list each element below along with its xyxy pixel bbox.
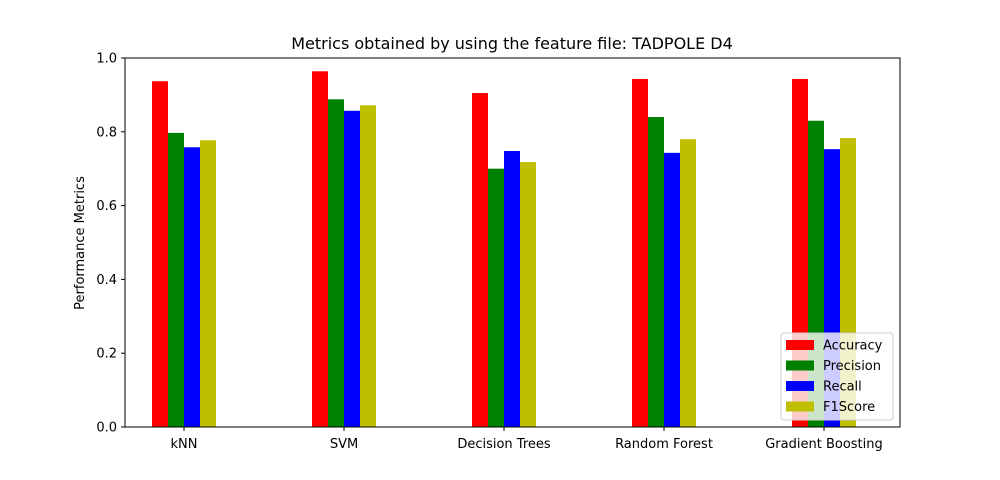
legend-swatch-accuracy	[786, 340, 814, 350]
x-tick-label: SVM	[330, 437, 358, 452]
x-tick-label: Decision Trees	[457, 437, 551, 452]
legend-label-accuracy: Accuracy	[823, 339, 883, 354]
legend: Accuracy Precision Recall F1Score	[780, 332, 894, 421]
legend-swatch-f1score	[786, 401, 814, 412]
bar-recall-svm	[344, 110, 360, 427]
bar-f1score-svm	[360, 105, 376, 428]
bar-precision-decision-trees	[488, 168, 504, 427]
y-axis-label: Performance Metrics	[73, 176, 88, 310]
legend-label-recall: Recall	[823, 380, 862, 395]
bar-precision-random-forest	[648, 117, 664, 427]
y-tick-label: 0.8	[96, 125, 117, 140]
x-tick-label: kNN	[171, 437, 198, 452]
legend-frame	[780, 332, 894, 421]
y-tick-label: 1.0	[96, 52, 117, 67]
bar-f1score-random-forest	[680, 139, 696, 427]
plot-frame	[124, 57, 901, 428]
bars-group	[152, 71, 856, 428]
bar-accuracy-decision-trees	[472, 93, 488, 428]
bar-f1score-knn	[200, 140, 216, 428]
y-tick-label: 0.4	[96, 273, 117, 288]
bar-accuracy-knn	[152, 81, 168, 427]
y-tick-label: 0.0	[96, 421, 117, 436]
bar-accuracy-random-forest	[632, 79, 648, 428]
bar-recall-random-forest	[664, 152, 680, 427]
y-tick-label: 0.2	[96, 347, 117, 362]
x-tick-label: Gradient Boosting	[765, 437, 883, 452]
legend-label-f1score: F1Score	[823, 400, 875, 415]
y-axis-ticks: 0.0 0.2 0.4 0.6 0.8 1.0	[96, 52, 125, 436]
bar-recall-decision-trees	[504, 150, 520, 427]
bar-recall-knn	[184, 147, 200, 427]
y-tick-label: 0.6	[96, 199, 117, 214]
x-tick-label: Random Forest	[615, 437, 713, 452]
x-axis-ticks: kNN SVM Decision Trees Random Forest Gradien…	[171, 427, 883, 452]
bar-precision-knn	[168, 132, 184, 428]
bar-precision-svm	[328, 99, 344, 427]
bar-accuracy-svm	[312, 71, 328, 427]
bar-f1score-decision-trees	[520, 162, 536, 428]
legend-swatch-precision	[786, 360, 814, 371]
legend-swatch-recall	[786, 381, 814, 391]
chart-title: Metrics obtained by using the feature fi…	[291, 34, 733, 53]
legend-label-precision: Precision	[823, 359, 881, 374]
